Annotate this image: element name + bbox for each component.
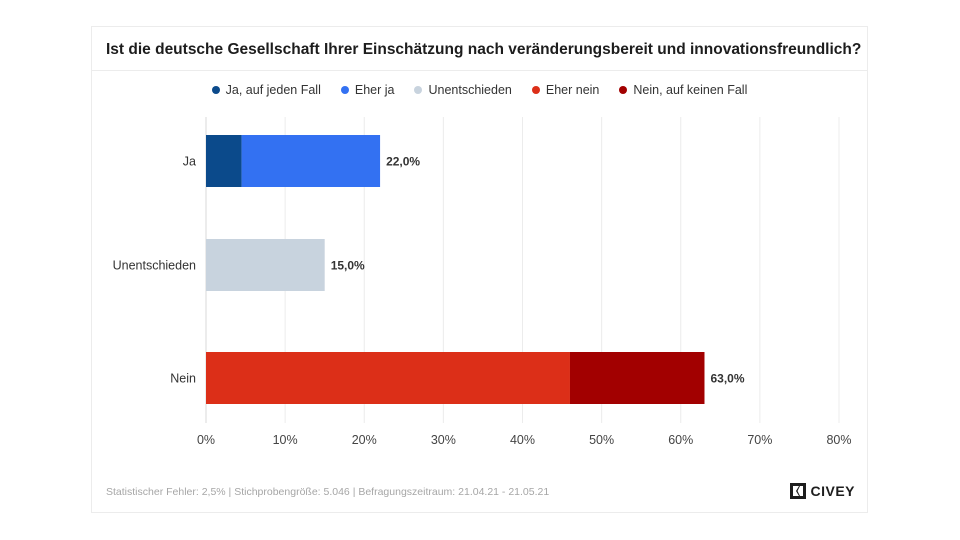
bar-segment [206,352,570,404]
legend-item-unentschieden[interactable]: Unentschieden [414,83,512,97]
legend-dot [531,86,540,94]
category-label: Unentschieden [113,259,196,273]
bar-segment [206,135,242,187]
chart-title: Ist die deutsche Gesellschaft Ihrer Eins… [106,41,862,58]
logo-text: CIVEY [810,483,855,499]
x-tick-label: 30% [431,433,456,447]
x-tick-label: 50% [589,433,614,447]
x-tick-label: 80% [826,433,851,447]
footer-note: Statistischer Fehler: 2,5% | Stichproben… [106,486,550,498]
bar-segment [241,135,381,187]
data-label: 15,0% [331,259,365,273]
legend-item-ja-auf-jeden-fall[interactable]: Ja, auf jeden Fall [211,83,321,97]
legend-label: Nein, auf keinen Fall [633,83,748,97]
category-label: Nein [170,372,196,386]
bar-chart: 0% 10% 20% 30% 40% 50% 60% 70% 80% Ja 22,0% Unentsc… [113,117,852,447]
legend-item-eher-ja[interactable]: Eher ja [340,83,395,97]
legend-dot [414,86,423,94]
legend-dot [211,86,220,94]
x-tick-label: 40% [510,433,535,447]
x-tick-label: 0% [197,433,215,447]
civey-logo[interactable]: CIVEY [790,483,855,499]
legend-item-nein-auf-keinen-fall[interactable]: Nein, auf keinen Fall [619,83,747,97]
legend-label: Ja, auf jeden Fall [225,83,321,97]
legend-label: Eher nein [545,83,600,97]
civey-logo-icon [790,483,807,499]
data-label: 63,0% [710,372,744,386]
data-label: 22,0% [386,155,420,169]
legend-dot [340,86,349,94]
x-tick-label: 60% [668,433,693,447]
legend-dot [619,86,628,94]
bar-segment [569,352,705,404]
legend-label: Unentschieden [428,83,512,97]
legend-item-eher-nein[interactable]: Eher nein [531,83,600,97]
legend: Ja, auf jeden Fall Eher ja Unentschieden… [92,83,867,97]
x-tick-label: 70% [747,433,772,447]
title-divider [92,70,867,71]
chart-card: Ist die deutsche Gesellschaft Ihrer Eins… [91,26,868,513]
x-tick-label: 10% [273,433,298,447]
bar-segment [206,239,325,291]
category-label: Ja [183,155,196,169]
legend-label: Eher ja [354,83,395,97]
x-tick-label: 20% [352,433,377,447]
